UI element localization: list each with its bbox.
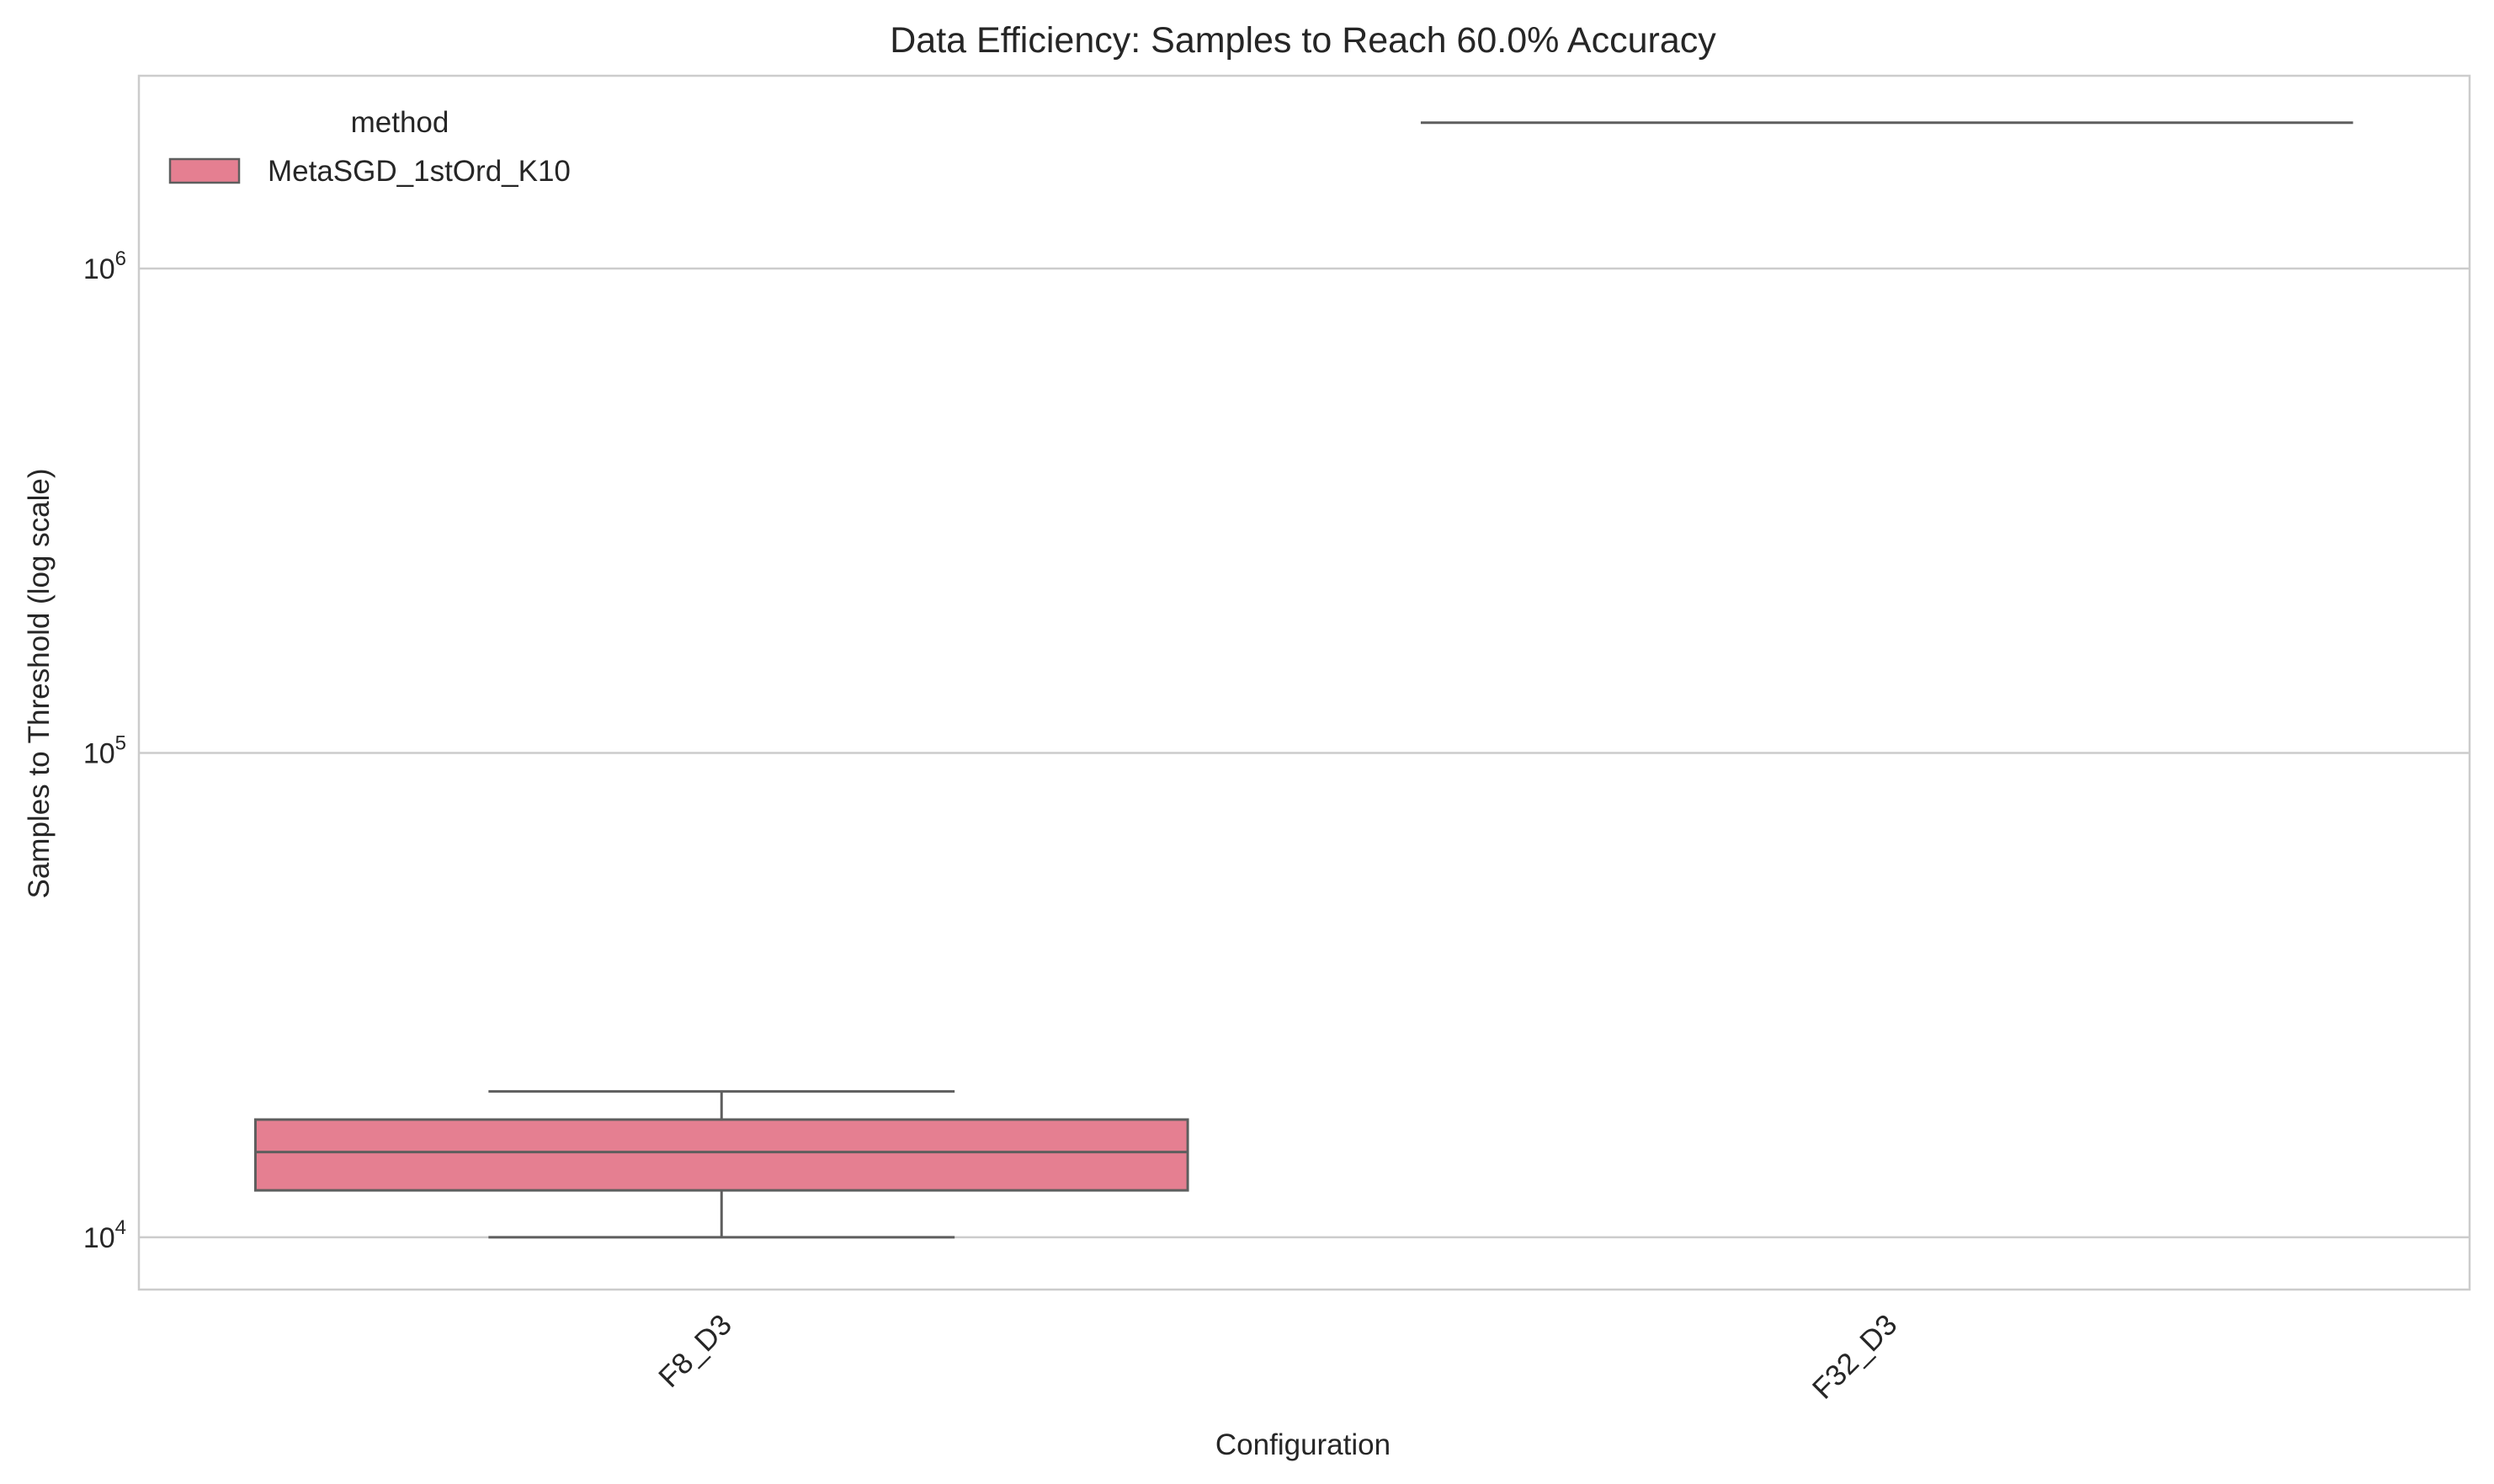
- box-F8_D3: [253, 1090, 1189, 1239]
- x-axis-label: Configuration: [1215, 1428, 1391, 1461]
- x-tick-labels: F8_D3 F32_D3: [652, 1308, 1903, 1406]
- y-axis-label: Samples to Threshold (log scale): [23, 469, 56, 899]
- box-plot-series: [253, 121, 2353, 1239]
- chart-title: Data Efficiency: Samples to Reach 60.0% …: [890, 20, 1716, 61]
- x-tick-label: F8_D3: [652, 1308, 738, 1394]
- box-iqr: [253, 1118, 1189, 1192]
- x-tick-label: F32_D3: [1806, 1308, 1904, 1406]
- y-tick-label: 105: [83, 731, 126, 769]
- legend-entry-label: MetaSGD_1stOrd_K10: [268, 155, 571, 188]
- plot-area: [137, 74, 2471, 1291]
- y-tick-label: 104: [83, 1216, 126, 1254]
- y-tick-label: 106: [83, 247, 126, 285]
- legend: method MetaSGD_1stOrd_K10: [168, 106, 571, 188]
- y-tick-labels: 104 105 106: [83, 247, 126, 1254]
- legend-swatch: [168, 157, 241, 184]
- legend-title: method: [351, 106, 449, 139]
